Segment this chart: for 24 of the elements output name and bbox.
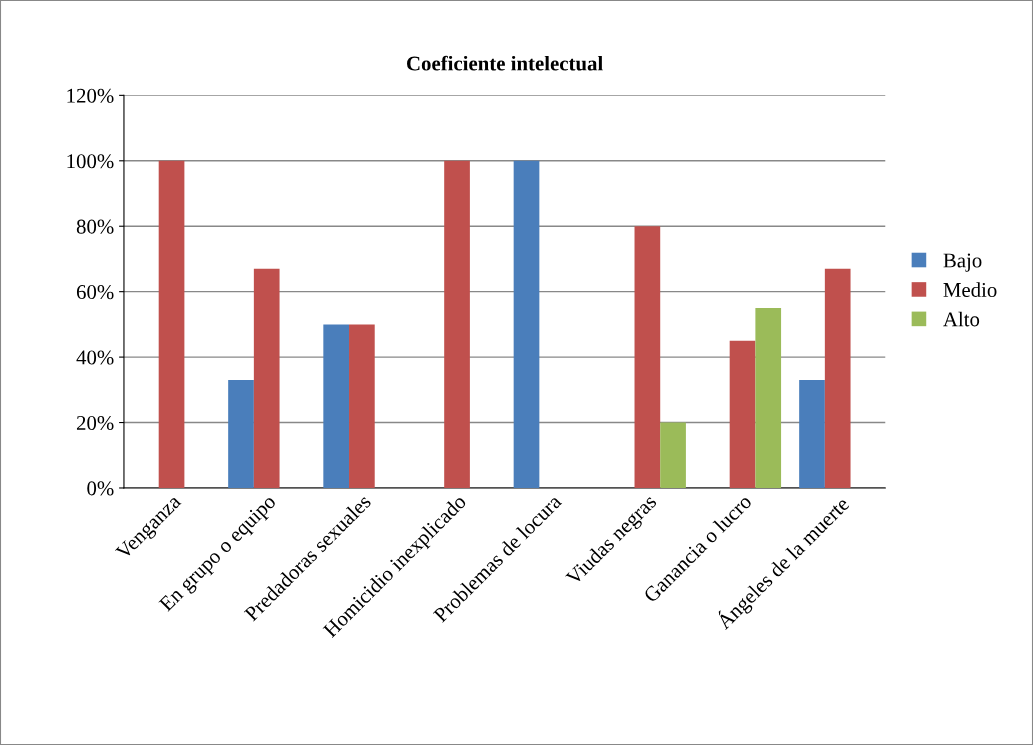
bar bbox=[513, 160, 540, 488]
y-tick-label: 40% bbox=[76, 350, 114, 365]
bar bbox=[158, 160, 185, 488]
y-tick-label: 100% bbox=[67, 154, 114, 169]
bar bbox=[634, 226, 661, 488]
bar bbox=[228, 380, 254, 488]
chart-title: Coeficiente intelectual bbox=[407, 55, 603, 71]
bar bbox=[660, 422, 686, 488]
bar bbox=[755, 308, 782, 488]
y-tick-label: 0% bbox=[87, 481, 114, 496]
y-tick-label: 60% bbox=[76, 285, 114, 300]
legend-label: Bajo bbox=[943, 253, 982, 272]
bar bbox=[824, 268, 851, 488]
bar bbox=[444, 160, 470, 488]
bar bbox=[729, 340, 756, 488]
y-tick-label: 20% bbox=[76, 415, 114, 431]
y-tick-label: 80% bbox=[76, 219, 114, 234]
y-tick-label: 120% bbox=[67, 88, 114, 103]
legend-label: Medio bbox=[943, 282, 997, 297]
bar bbox=[323, 324, 350, 488]
bar bbox=[799, 380, 825, 488]
bar bbox=[253, 268, 280, 488]
bar bbox=[349, 324, 375, 488]
legend-label: Alto bbox=[943, 311, 980, 327]
